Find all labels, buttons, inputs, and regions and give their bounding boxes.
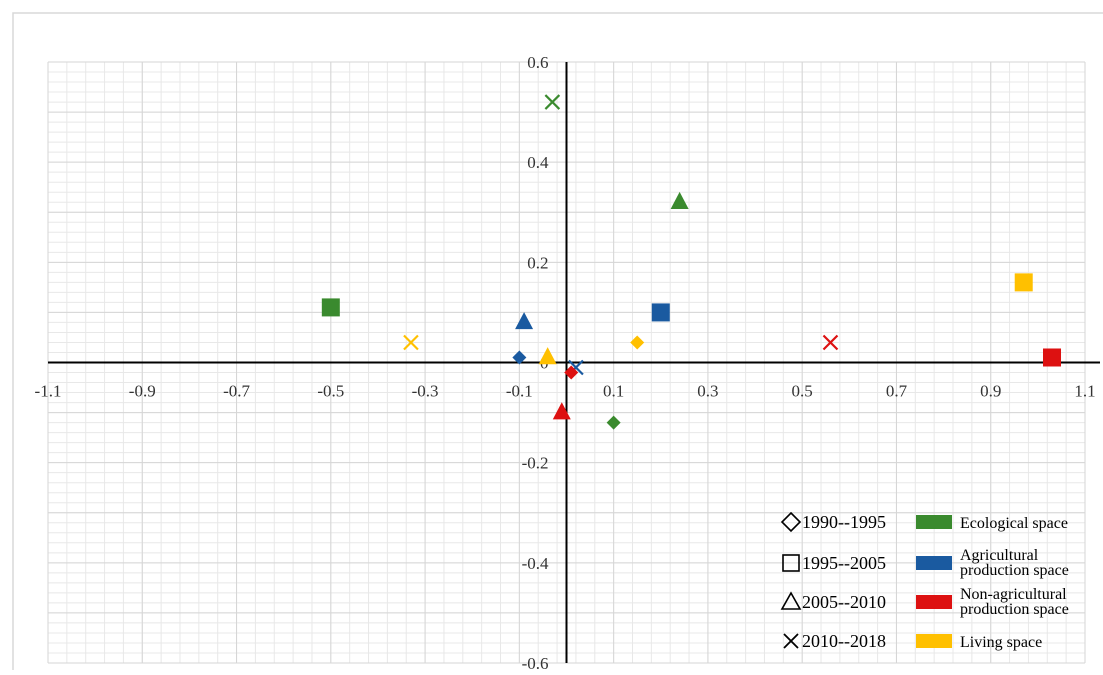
- data-points: [321, 94, 1062, 430]
- legend-category-label: Ecological space: [960, 515, 1068, 532]
- data-point-x: [544, 94, 561, 110]
- x-tick-label: 1.1: [1074, 382, 1095, 401]
- x-tick-label: -1.1: [35, 382, 62, 401]
- x-marker-stroke: [403, 334, 419, 351]
- data-point-triangle: [515, 312, 534, 330]
- legend-category-label: Non-agricultural: [960, 586, 1067, 603]
- legend: 1990--1995 1995--2005 2005--2010 2010--2018…: [780, 511, 1069, 651]
- data-point-triangle: [670, 191, 689, 209]
- legend-color-swatch: [916, 595, 952, 609]
- data-point-square: [1043, 348, 1062, 367]
- data-point-square: [1014, 273, 1033, 292]
- x-tick-label: -0.5: [317, 382, 344, 401]
- legend-x-icon: [783, 633, 799, 649]
- data-point-x: [822, 334, 839, 351]
- data-point-x: [403, 334, 419, 351]
- x-tick-label: 0.3: [697, 382, 718, 401]
- data-point-diamond: [630, 335, 645, 350]
- data-point-triangle: [552, 402, 571, 420]
- chart-frame: [12, 12, 1103, 675]
- legend-diamond-icon: [780, 511, 802, 533]
- y-tick-label: 0.2: [527, 253, 548, 272]
- y-tick-label: -0.4: [522, 554, 549, 573]
- legend-category-label: production space: [960, 562, 1069, 579]
- legend-period-label: 2010--2018: [802, 631, 886, 651]
- x-tick-label: -0.1: [506, 382, 533, 401]
- x-tick-label: 0.1: [603, 382, 624, 401]
- data-point-triangle: [538, 347, 557, 365]
- y-tick-label: -0.2: [522, 454, 549, 473]
- x-tick-label: -0.3: [412, 382, 439, 401]
- legend-period-label: 1990--1995: [802, 512, 886, 532]
- x-marker-stroke: [822, 334, 839, 351]
- x-tick-label: 0.9: [980, 382, 1001, 401]
- legend-period-label: 1995--2005: [802, 553, 886, 573]
- x-tick-label: 0.7: [886, 382, 908, 401]
- data-point-diamond: [606, 415, 621, 430]
- y-tick-label: 0.4: [527, 153, 549, 172]
- x-tick-label: -0.7: [223, 382, 250, 401]
- legend-category-label: Agricultural: [960, 547, 1039, 564]
- x-tick-label: -0.9: [129, 382, 156, 401]
- legend-color-swatch: [916, 515, 952, 529]
- legend-triangle-icon: [780, 591, 802, 610]
- data-point-diamond: [512, 350, 527, 365]
- x-tick-label: 0.5: [792, 382, 813, 401]
- legend-square-icon: [782, 554, 800, 572]
- x-marker-stroke: [544, 94, 561, 110]
- data-point-square: [321, 298, 340, 317]
- legend-period-label: 2005--2010: [802, 592, 886, 612]
- data-point-diamond: [564, 365, 579, 380]
- data-point-square: [651, 303, 670, 322]
- legend-color-swatch: [916, 634, 952, 648]
- legend-category-label: production space: [960, 601, 1069, 618]
- axes: [48, 62, 1100, 663]
- y-tick-label: -0.6: [522, 654, 549, 670]
- legend-category-label: Living space: [960, 634, 1042, 651]
- y-tick-label: 0.6: [527, 53, 548, 72]
- legend-color-swatch: [916, 556, 952, 570]
